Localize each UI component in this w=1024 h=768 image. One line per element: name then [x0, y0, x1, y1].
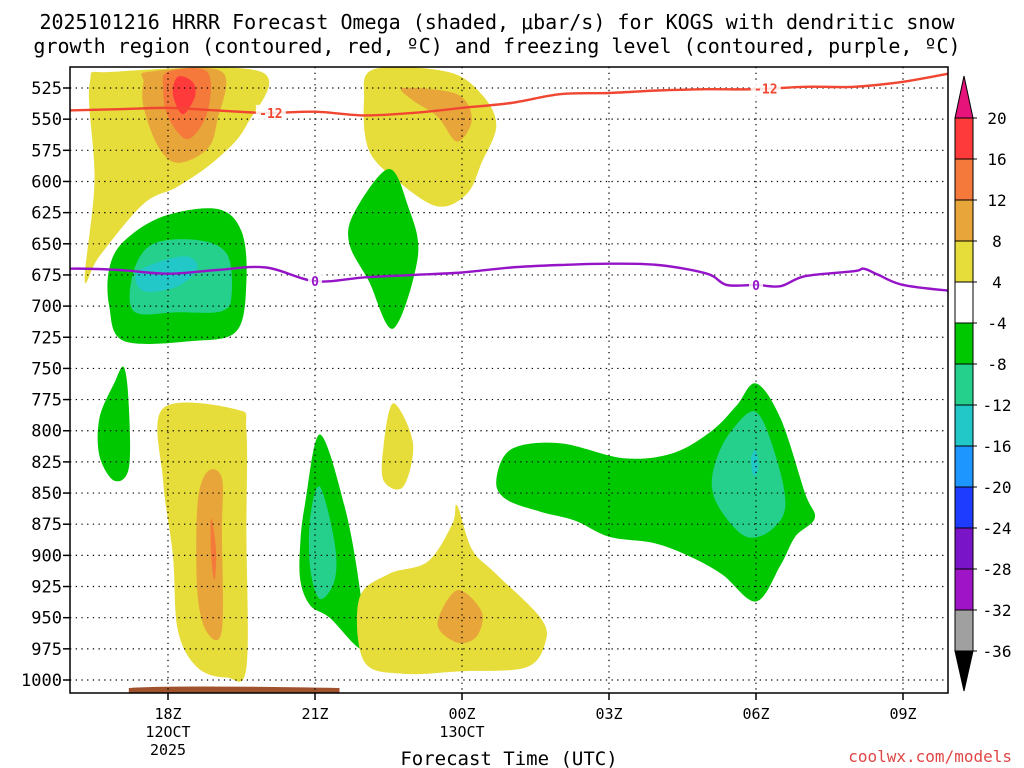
- colorbar-label-11: -28: [983, 560, 1012, 579]
- y-tick-label-700: 700: [31, 297, 62, 317]
- x-axis-label: Forecast Time (UTC): [400, 748, 617, 768]
- colorbar-label-2: 12: [987, 191, 1006, 210]
- colorbar-label-6: -8: [987, 355, 1006, 374]
- plot-area: -12 -12 0 0: [70, 67, 948, 693]
- y-tick-label-975: 975: [31, 640, 62, 660]
- y-tick-label-650: 650: [31, 235, 62, 255]
- colorbar-top-arrow: [954, 75, 974, 119]
- x-tick-year-18Z: 2025: [150, 741, 186, 759]
- omega-region-15-level-4: [381, 403, 414, 490]
- colorbar-segment-5: [954, 322, 974, 365]
- omega-region-20-level--8: [711, 411, 786, 538]
- colorbar-bottom-arrow: [954, 650, 974, 692]
- colorbar-label-4: 4: [992, 273, 1002, 292]
- colorbar-segment-12: [954, 609, 974, 652]
- omega-region-12-level-12: [210, 517, 217, 581]
- chart-title-line-2: growth region (contoured, red, ºC) and f…: [33, 34, 960, 58]
- omega-region-5-level-8: [400, 87, 472, 142]
- colorbar-segment-10: [954, 527, 974, 570]
- y-tick-label-525: 525: [31, 79, 62, 99]
- contour-label-bg-0-1: [750, 80, 781, 97]
- colorbar-segment-4: [954, 281, 974, 324]
- x-tick-label-03Z: 03Z: [595, 705, 622, 723]
- contour-label-1-0: 0: [311, 275, 319, 290]
- ground-bump: [128, 686, 340, 693]
- contour-label-0-1: -12: [754, 83, 777, 98]
- y-tick-label-550: 550: [31, 110, 62, 130]
- y-tick-label-800: 800: [31, 422, 62, 442]
- x-tick-sublabel-00Z: 13OCT: [439, 723, 484, 741]
- y-tick-label-575: 575: [31, 141, 62, 161]
- y-tick-label-1000: 1000: [21, 671, 62, 691]
- colorbar-segment-2: [954, 199, 974, 242]
- omega-region-14-level--8: [308, 486, 337, 600]
- x-tick-label-21Z: 21Z: [301, 705, 328, 723]
- contour-line-0: [70, 72, 948, 117]
- omega-region-0-level-4: [84, 67, 270, 284]
- omega-region-18-level-0: [97, 366, 131, 482]
- colorbar-label-3: 8: [992, 232, 1002, 251]
- y-tick-label-925: 925: [31, 578, 62, 598]
- contour-label-0-0: -12: [259, 107, 282, 122]
- y-tick-label-725: 725: [31, 328, 62, 348]
- credit-text: coolwx.com/models: [848, 747, 1012, 766]
- colorbar-segment-0: [954, 117, 974, 160]
- x-tick-label-00Z: 00Z: [448, 705, 475, 723]
- y-tick-label-875: 875: [31, 515, 62, 535]
- x-tick-label-18Z: 18Z: [154, 705, 181, 723]
- y-tick-label-775: 775: [31, 391, 62, 411]
- x-tick-label-09Z: 09Z: [889, 705, 916, 723]
- contour-label-bg-1-0: [308, 273, 322, 290]
- omega-region-3-level-16: [172, 76, 196, 115]
- colorbar-segment-11: [954, 568, 974, 611]
- y-tick-label-600: 600: [31, 172, 62, 192]
- plot-clipped-group: -12 -12 0 0: [70, 67, 948, 693]
- contour-line-1: [70, 262, 948, 292]
- omega-region-21-level--12: [751, 450, 759, 476]
- y-tick-label-625: 625: [31, 204, 62, 224]
- omega-region-11-level-8: [196, 469, 224, 641]
- colorbar: 20 16 12 8 4 -4 -8 -12 -16 -20 -24 -28 -32 -36: [954, 75, 1012, 692]
- x-tick-label-06Z: 06Z: [742, 705, 769, 723]
- y-tick-label-900: 900: [31, 546, 62, 566]
- colorbar-label-0: 20: [987, 109, 1006, 128]
- colorbar-segment-7: [954, 404, 974, 447]
- y-tick-label-850: 850: [31, 484, 62, 504]
- colorbar-label-9: -20: [983, 478, 1012, 497]
- y-tick-label-750: 750: [31, 359, 62, 379]
- colorbar-label-10: -24: [983, 519, 1012, 538]
- plot-frame: [69, 66, 949, 694]
- omega-region-9-level--4: [348, 168, 419, 329]
- y-tick-label-675: 675: [31, 266, 62, 286]
- colorbar-segment-1: [954, 158, 974, 201]
- axes: 525 550 575 600 625 650 675 700 725 750 775 800 825 8…: [21, 66, 949, 759]
- contour-label-bg-1-1: [749, 276, 763, 293]
- x-tick-sublabel-18Z: 12OCT: [145, 723, 190, 741]
- colorbar-label-7: -12: [983, 396, 1012, 415]
- contour-label-1-1: 0: [752, 279, 760, 294]
- colorbar-label-1: 16: [987, 150, 1006, 169]
- contour-label-bg-0-0: [255, 104, 286, 121]
- y-tick-label-825: 825: [31, 453, 62, 473]
- chart-title-line-1: 2025101216 HRRR Forecast Omega (shaded, …: [39, 10, 955, 34]
- omega-region-17-level-8: [437, 590, 483, 644]
- colorbar-label-8: -16: [983, 437, 1012, 456]
- colorbar-segment-3: [954, 240, 974, 283]
- colorbar-label-13: -36: [983, 642, 1012, 661]
- colorbar-label-12: -32: [983, 601, 1012, 620]
- y-tick-label-950: 950: [31, 609, 62, 629]
- colorbar-segment-9: [954, 486, 974, 529]
- omega-region-16-level-4: [356, 504, 548, 675]
- colorbar-label-5: -4: [987, 314, 1006, 333]
- colorbar-segment-6: [954, 363, 974, 406]
- colorbar-segment-8: [954, 445, 974, 488]
